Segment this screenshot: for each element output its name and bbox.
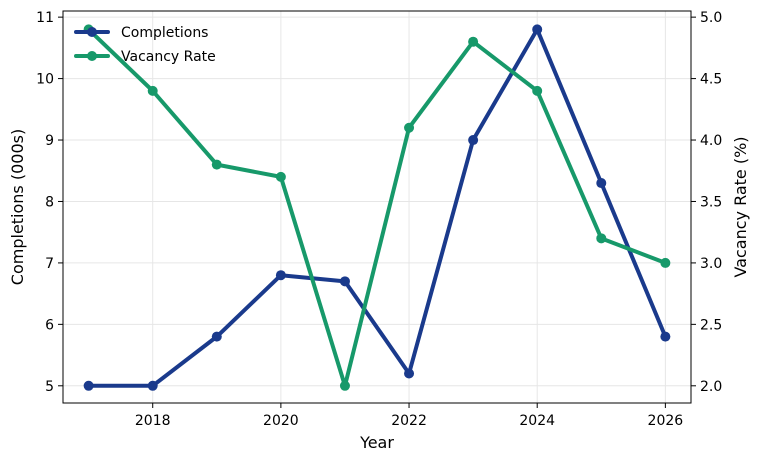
y-axis-right-label: Vacancy Rate (%)	[731, 136, 750, 277]
data-point-completions	[83, 380, 94, 391]
data-point-vacancy-rate	[532, 85, 543, 96]
y-left-tick-label: 7	[45, 256, 54, 272]
series-completions	[83, 24, 671, 391]
legend-label-completions: Completions	[121, 25, 208, 41]
x-tick-label: 2018	[135, 413, 171, 429]
plot-frame	[62, 10, 692, 404]
legend: Completions Vacancy Rate	[74, 25, 216, 65]
y-right-tick-label: 2.0	[700, 379, 722, 395]
data-point-vacancy-rate	[468, 36, 479, 47]
data-point-vacancy-rate	[596, 233, 607, 244]
legend-marker-completions	[87, 27, 97, 37]
y-right-tick-label: 4.5	[700, 72, 722, 88]
data-point-completions	[211, 331, 222, 342]
x-axis-label: Year	[359, 433, 394, 452]
data-point-vacancy-rate	[339, 380, 350, 391]
y-right-tick-label: 4.0	[700, 133, 722, 149]
legend-marker-vacancy-rate	[87, 51, 97, 61]
data-point-vacancy-rate	[147, 85, 158, 96]
y-left-tick-label: 10	[36, 72, 54, 88]
y-left-tick-label: 11	[36, 10, 54, 26]
data-point-completions	[532, 24, 543, 35]
y-left-tick-label: 6	[45, 317, 54, 333]
series-vacancy-rate	[83, 24, 671, 391]
data-point-completions	[404, 368, 415, 379]
data-point-vacancy-rate	[404, 122, 415, 133]
series-line-vacancy-rate	[86, 27, 668, 388]
y-right-tick-label: 3.5	[700, 194, 722, 210]
data-point-completions	[339, 276, 350, 287]
x-tick-label: 2020	[263, 413, 299, 429]
y-axis-left-label: Completions (000s)	[8, 129, 27, 285]
y-left-tick-label: 5	[45, 379, 54, 395]
y-right-tick-label: 5.0	[700, 10, 722, 26]
y-right-tick-label: 2.5	[700, 317, 722, 333]
series-line-completions	[86, 27, 668, 388]
y-axis-left: 5 6 7 8 9 10 11	[36, 10, 63, 395]
series-layer	[83, 24, 671, 391]
grid-lines	[63, 11, 691, 403]
x-axis: 2018 2020 2022 2024 2026	[135, 403, 683, 429]
x-tick-label: 2024	[519, 413, 555, 429]
data-point-completions	[275, 270, 286, 281]
data-point-vacancy-rate	[275, 171, 286, 182]
y-left-tick-label: 8	[45, 194, 54, 210]
legend-label-vacancy-rate: Vacancy Rate	[121, 49, 216, 65]
data-point-completions	[147, 380, 158, 391]
x-tick-label: 2026	[648, 413, 684, 429]
data-point-vacancy-rate	[660, 257, 671, 268]
y-right-tick-label: 3.0	[700, 256, 722, 272]
data-point-completions	[660, 331, 671, 342]
y-left-tick-label: 9	[45, 133, 54, 149]
x-tick-label: 2022	[391, 413, 427, 429]
data-point-completions	[468, 135, 479, 146]
y-axis-right: 2.0 2.5 3.0 3.5 4.0 4.5 5.0	[691, 10, 722, 395]
data-point-vacancy-rate	[211, 159, 222, 170]
data-point-completions	[596, 178, 607, 189]
